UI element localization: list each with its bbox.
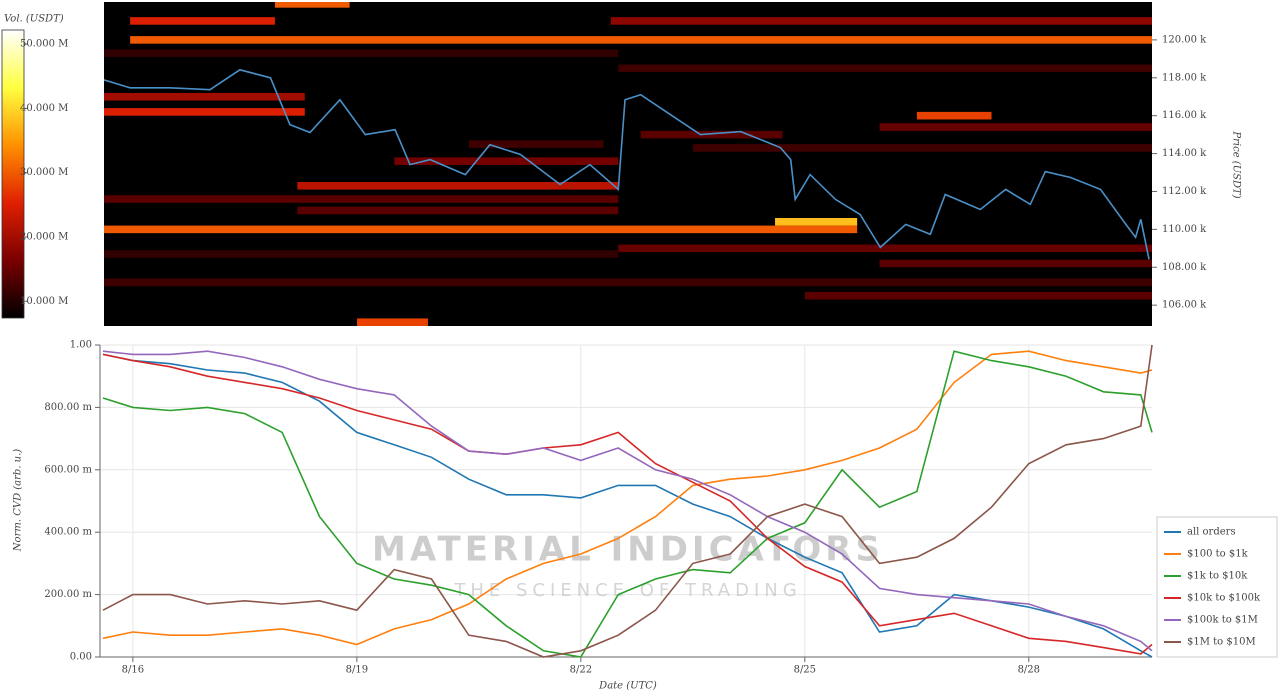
y-tick-label: 114.00 k — [1162, 148, 1207, 159]
x-tick-label: 8/19 — [346, 665, 368, 676]
heatmap-band — [130, 17, 275, 25]
legend-label: $10k to $100k — [1187, 593, 1261, 604]
colorbar-tick-label: 10.000 M — [20, 296, 68, 307]
heatmap-band — [879, 259, 1152, 268]
y-tick-label: 400.00 m — [44, 527, 92, 538]
series-line — [102, 350, 1153, 646]
y-tick-label: 118.00 k — [1162, 72, 1207, 83]
heatmap-band — [394, 157, 619, 165]
x-tick-label: 8/28 — [1018, 665, 1040, 676]
heatmap-band — [916, 111, 992, 120]
colorbar-label: Vol. (USDT) — [4, 14, 64, 25]
y-tick-label: 600.00 m — [44, 464, 92, 475]
heatmap-band — [610, 17, 1152, 25]
y-tick-label: 800.00 m — [44, 402, 92, 413]
heatmap-band — [879, 123, 1152, 131]
heatmap-band — [357, 318, 428, 326]
heatmap-band — [469, 140, 604, 148]
heatmap-band — [618, 244, 1152, 253]
heatmap-band — [104, 278, 1152, 287]
axis-label: Price (USDT) — [1231, 130, 1242, 198]
y-tick-label: 120.00 k — [1162, 34, 1207, 45]
plot-background — [100, 345, 1152, 657]
heatmap-band — [104, 92, 305, 101]
heatmap-band — [104, 225, 858, 234]
heatmap-band — [640, 130, 783, 139]
legend-label: $1k to $10k — [1187, 571, 1248, 582]
series-line — [102, 344, 1153, 658]
series-line — [102, 353, 1153, 655]
x-tick-label: 8/25 — [794, 665, 816, 676]
heatmap-band — [130, 36, 1152, 44]
y-tick-label: 116.00 k — [1162, 110, 1207, 121]
y-tick-label: 112.00 k — [1162, 186, 1207, 197]
heatmap-band — [104, 195, 619, 203]
colorbar — [1, 29, 25, 319]
heatmap-band — [104, 49, 619, 57]
colorbar-tick-label: 40.000 M — [20, 103, 68, 114]
heatmap-band — [775, 218, 858, 226]
y-tick-label: 0.00 — [70, 652, 92, 663]
heatmap-band — [297, 182, 619, 190]
heatmap-band — [274, 2, 350, 8]
legend-label: $1M to $10M — [1187, 637, 1256, 648]
y-tick-label: 108.00 k — [1162, 262, 1207, 273]
heatmap-band — [804, 291, 1152, 300]
legend-label: $100 to $1k — [1187, 549, 1249, 560]
heatmap-band — [104, 108, 305, 116]
heatmap — [104, 2, 1152, 326]
colorbar-tick-label: 30.000 M — [20, 167, 68, 178]
price-line — [104, 68, 1150, 260]
axis-label: Norm. CVD (arb. u.) — [13, 449, 24, 552]
y-tick-label: 1.00 — [70, 340, 92, 351]
legend-label: all orders — [1187, 527, 1236, 538]
heatmap-band — [297, 206, 619, 215]
axis-label: Date (UTC) — [598, 681, 657, 692]
x-tick-label: 8/16 — [122, 665, 144, 676]
watermark: MATERIAL INDICATORS — [372, 530, 884, 570]
y-tick-label: 200.00 m — [44, 589, 92, 600]
colorbar-tick-label: 50.000 M — [20, 39, 68, 50]
legend-box — [1156, 516, 1278, 658]
heatmap-band — [618, 64, 1152, 73]
watermark-sub: THE SCIENCE OF TRADING — [453, 580, 801, 601]
heatmap-band — [104, 250, 619, 258]
series-line — [102, 350, 1153, 658]
legend-label: $100k to $1M — [1187, 615, 1258, 626]
x-tick-label: 8/22 — [570, 665, 592, 676]
series-line — [102, 350, 1153, 652]
y-tick-label: 106.00 k — [1162, 300, 1207, 311]
heatmap-band — [692, 144, 1152, 152]
y-tick-label: 110.00 k — [1162, 224, 1207, 235]
colorbar-tick-label: 20.000 M — [20, 232, 68, 243]
